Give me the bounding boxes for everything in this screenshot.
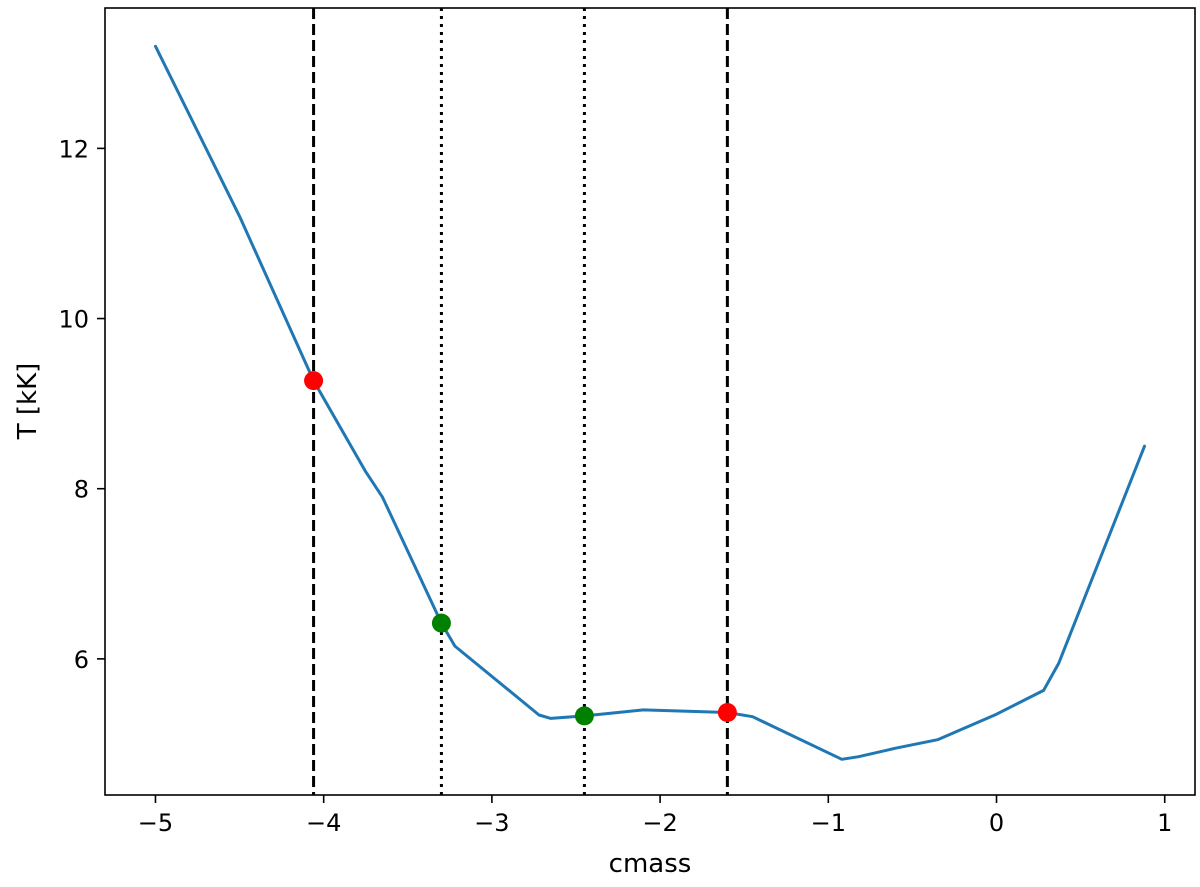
plot-frame (104, 7, 1196, 796)
series-line-0 (154, 44, 1146, 761)
green-marker-2 (574, 706, 594, 726)
x-axis-label: cmass (609, 849, 692, 879)
y-axis-label: T [kK] (13, 363, 43, 441)
y-tick-label-2: 10 (58, 306, 89, 334)
x-tick-label-1: −4 (306, 809, 341, 837)
x-tick-label-0: −5 (138, 809, 173, 837)
green-marker-1 (431, 613, 451, 633)
red-marker-3 (717, 702, 737, 722)
y-tick-label-1: 8 (74, 476, 89, 504)
y-axis-ticks: 6 8 10 12 (58, 135, 105, 674)
x-axis-ticks: −5 −4 −3 −2 −1 0 1 (138, 795, 1172, 837)
x-tick-label-2: −3 (474, 809, 509, 837)
vertical-lines (312, 8, 729, 795)
y-tick-label-3: 12 (58, 135, 89, 163)
x-tick-label-3: −2 (642, 809, 677, 837)
y-tick-label-0: 6 (74, 646, 89, 674)
x-tick-label-4: −1 (811, 809, 846, 837)
x-tick-label-6: 1 (1157, 809, 1172, 837)
plot-background (105, 8, 1195, 795)
markers-layer (304, 371, 737, 726)
x-tick-label-5: 0 (989, 809, 1004, 837)
series-layer (154, 44, 1146, 761)
red-marker-0 (304, 371, 324, 391)
